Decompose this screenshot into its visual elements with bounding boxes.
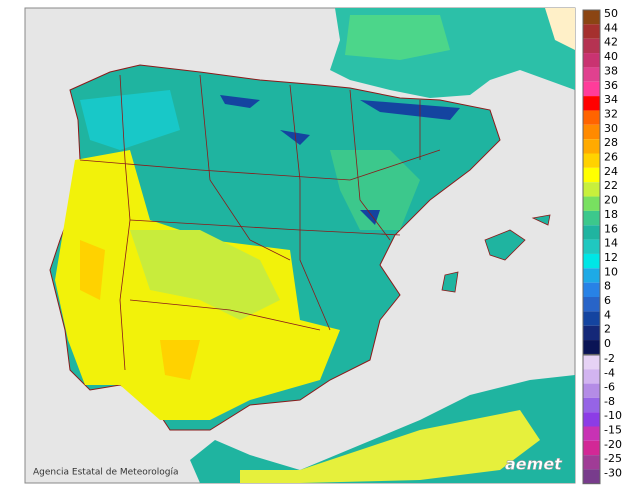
legend-swatch (583, 268, 600, 283)
legend-swatch (583, 225, 600, 240)
legend-label: 38 (604, 64, 618, 77)
legend-label: 14 (604, 237, 618, 250)
legend-swatch (583, 355, 600, 370)
legend-swatch (583, 110, 600, 125)
legend-label: -20 (604, 438, 622, 451)
legend-swatch (583, 455, 600, 470)
legend-swatch (583, 469, 600, 484)
legend: 5044424038363432302826242220181614121086… (582, 7, 622, 485)
legend-label: 44 (604, 21, 618, 34)
legend-label: 6 (604, 294, 611, 307)
legend-swatch (583, 340, 600, 355)
legend-swatch (583, 397, 600, 413)
map (49, 8, 575, 483)
legend-label: 12 (604, 251, 618, 264)
legend-border (582, 9, 601, 355)
legend-label: 10 (604, 265, 618, 278)
legend-swatch (583, 325, 600, 341)
legend-border (582, 354, 601, 485)
legend-label: 32 (604, 107, 618, 120)
legend-swatch (583, 139, 600, 154)
legend-swatch (583, 167, 600, 183)
legend-label: 22 (604, 179, 618, 192)
legend-swatch (583, 153, 600, 168)
logo: aemet (505, 455, 563, 474)
legend-swatch (583, 24, 600, 39)
legend-swatch (583, 253, 600, 269)
legend-label: 2 (604, 323, 611, 336)
legend-label: -15 (604, 424, 622, 437)
legend-label: 8 (604, 280, 611, 293)
legend-label: -10 (604, 409, 622, 422)
legend-label: 26 (604, 151, 618, 164)
legend-label: -25 (604, 452, 622, 465)
legend-label: -2 (604, 352, 615, 365)
legend-label: 24 (604, 165, 618, 178)
legend-swatch (583, 383, 600, 398)
legend-swatch (583, 440, 600, 456)
legend-swatch (583, 297, 600, 312)
legend-swatch (583, 426, 600, 441)
legend-label: -4 (604, 366, 615, 379)
legend-swatch (583, 210, 600, 226)
legend-label: 20 (604, 194, 618, 207)
legend-label: 30 (604, 122, 618, 135)
legend-label: 40 (604, 50, 618, 63)
legend-label: 42 (604, 36, 618, 49)
legend-swatch (583, 124, 600, 140)
legend-label: 4 (604, 308, 611, 321)
legend-label: 34 (604, 93, 618, 106)
legend-label: -8 (604, 395, 615, 408)
legend-label: 36 (604, 79, 618, 92)
legend-swatch (583, 10, 600, 25)
legend-label: 0 (604, 337, 611, 350)
legend-swatch (583, 412, 600, 427)
legend-swatch (583, 369, 600, 384)
legend-label: 16 (604, 222, 618, 235)
legend-label: -6 (604, 381, 615, 394)
legend-swatch (583, 182, 600, 197)
legend-swatch (583, 53, 600, 68)
legend-swatch (583, 311, 600, 326)
legend-label: 50 (604, 7, 618, 20)
legend-swatch (583, 81, 600, 97)
legend-swatch (583, 38, 600, 54)
legend-swatch (583, 196, 600, 211)
legend-swatch (583, 67, 600, 82)
legend-label: 18 (604, 208, 618, 221)
legend-swatch (583, 282, 600, 297)
legend-label: -30 (604, 466, 622, 479)
legend-swatch (583, 96, 600, 111)
credit: Agencia Estatal de Meteorología (33, 468, 179, 478)
legend-label: 28 (604, 136, 618, 149)
legend-swatch (583, 239, 600, 254)
